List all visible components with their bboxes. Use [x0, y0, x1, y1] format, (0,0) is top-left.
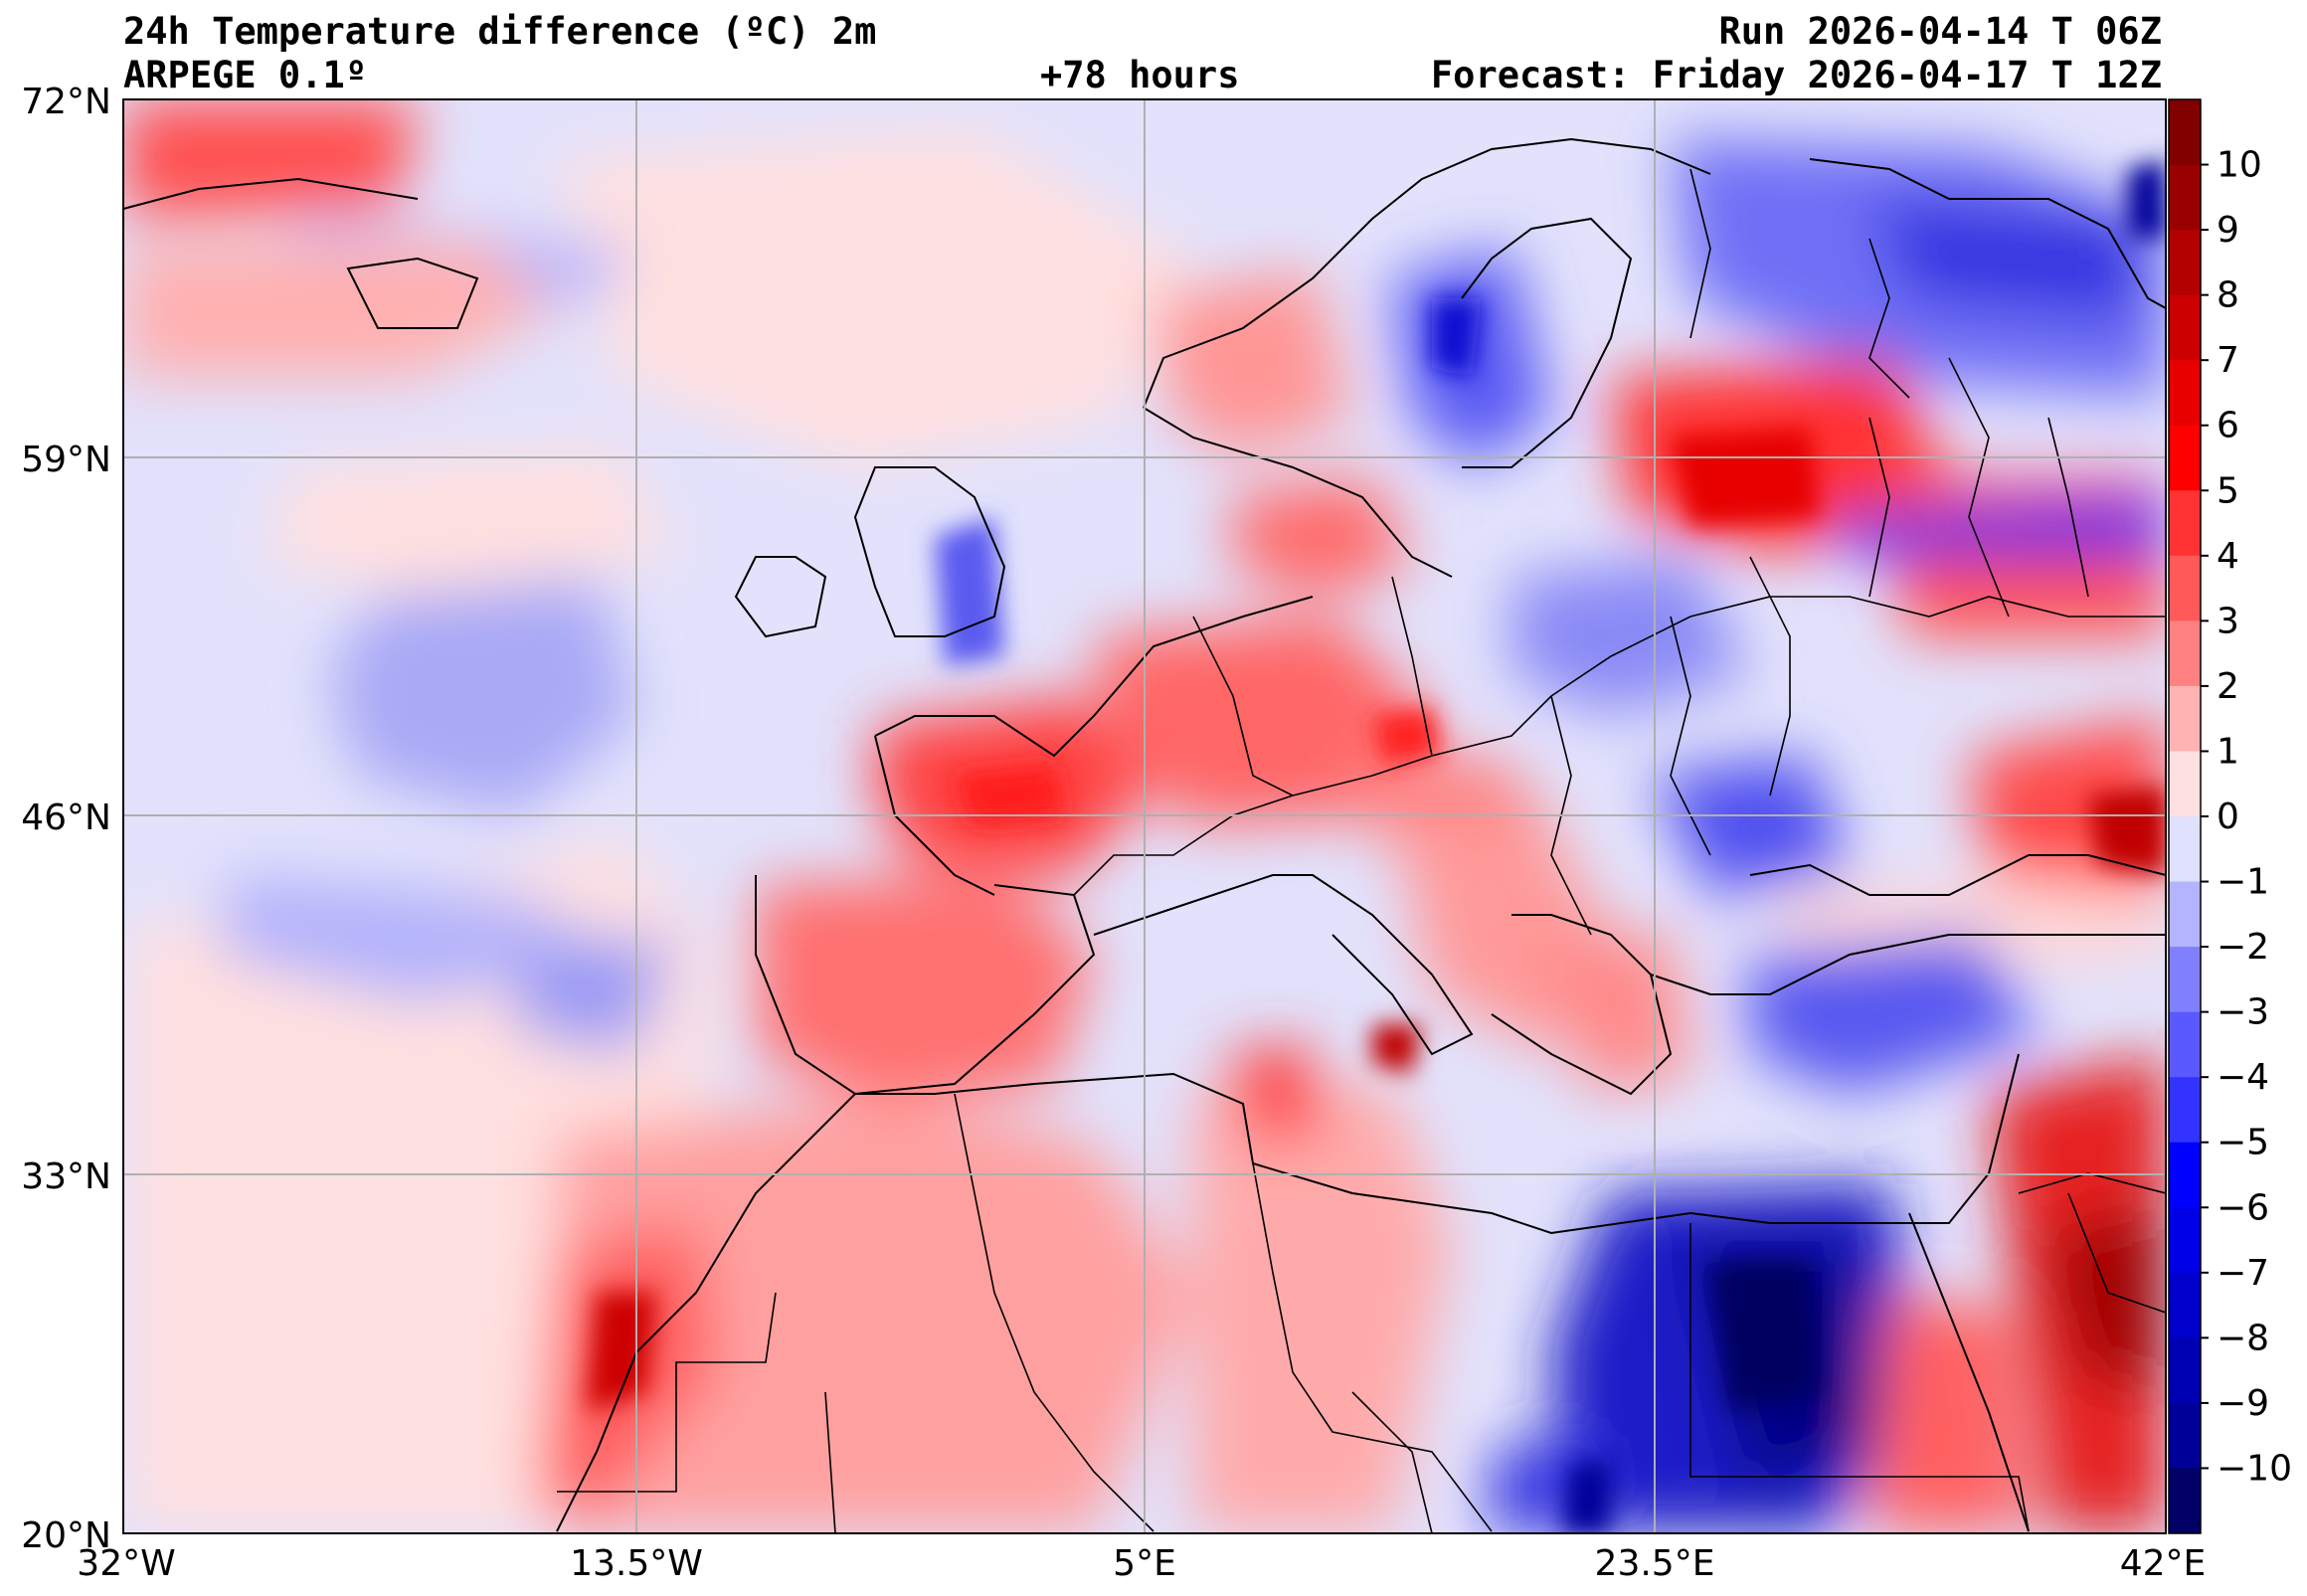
colorbar-tick-label: −6 — [2217, 1187, 2269, 1228]
colorbar-swatch — [2169, 1402, 2201, 1469]
colorbar-tick-label: −3 — [2217, 992, 2269, 1033]
colorbar-tick-label: −8 — [2217, 1318, 2269, 1358]
colorbar-tick-label: 0 — [2217, 797, 2239, 837]
lat-label: 46°N — [21, 798, 111, 838]
colorbar-swatch — [2169, 881, 2201, 948]
colorbar-swatch — [2169, 490, 2201, 557]
colorbar-swatch — [2169, 1337, 2201, 1404]
colorbar-tick-label: 8 — [2217, 275, 2239, 316]
colorbar-tick-label: 5 — [2217, 470, 2239, 511]
model-name: ARPEGE 0.1º — [123, 54, 368, 96]
colorbar-swatch — [2169, 360, 2201, 427]
colorbar-tick-label: 3 — [2217, 601, 2239, 641]
colorbar-tick-label: −7 — [2217, 1253, 2269, 1294]
lon-label: 32°W — [77, 1543, 175, 1584]
colorbar-swatch — [2169, 1272, 2201, 1338]
country-borders — [557, 168, 2166, 1533]
colorbar-tick-label: −9 — [2217, 1383, 2269, 1424]
colorbar-swatch — [2169, 555, 2201, 621]
colorbar-swatch — [2169, 425, 2201, 491]
lon-label: 42°E — [2120, 1543, 2207, 1584]
colorbar-swatch — [2169, 816, 2201, 883]
colorbar-swatch — [2169, 99, 2201, 166]
lat-label: 20°N — [21, 1515, 111, 1556]
colorbar-swatch — [2169, 1011, 2201, 1078]
colorbar-swatch — [2169, 947, 2201, 1013]
colorbar-tick-label: 2 — [2217, 666, 2239, 707]
forecast-time: Forecast: Friday 2026-04-17 T 12Z — [1430, 54, 2162, 96]
colorbar-tick-label: 6 — [2217, 406, 2239, 446]
colorbar-tick-label: 1 — [2217, 731, 2239, 772]
colorbar-swatch — [2169, 164, 2201, 231]
colorbar-swatch — [2169, 685, 2201, 752]
lead-time: +78 hours — [1040, 54, 1240, 96]
colorbar-swatch — [2169, 230, 2201, 296]
colorbar-swatch — [2169, 751, 2201, 817]
lat-label: 33°N — [21, 1156, 111, 1197]
longitude-labels: 32°W 13.5°W 5°E 23.5°E 42°E — [77, 1543, 2206, 1584]
graticule — [123, 99, 2166, 1533]
colorbar-tick-label: 7 — [2217, 340, 2239, 381]
colorbar-swatch — [2169, 1468, 2201, 1534]
colorbar-tick-label: −2 — [2217, 927, 2269, 968]
colorbar-swatch — [2169, 294, 2201, 361]
colorbar-tick-label: 9 — [2217, 210, 2239, 251]
colorbar-swatch — [2169, 1142, 2201, 1208]
map-frame — [122, 98, 2167, 1534]
lon-label: 5°E — [1113, 1543, 1176, 1584]
colorbar-swatch — [2169, 1207, 2201, 1274]
colorbar-swatch — [2169, 1077, 2201, 1144]
lon-label: 13.5°W — [570, 1543, 703, 1584]
colorbar-tick-label: −5 — [2217, 1123, 2269, 1163]
lat-label: 59°N — [21, 440, 111, 480]
run-time: Run 2026-04-14 T 06Z — [1718, 10, 2162, 53]
lat-label: 72°N — [21, 82, 111, 122]
latitude-labels: 72°N 59°N 46°N 33°N 20°N — [21, 82, 111, 1556]
colorbar-tick-label: −10 — [2217, 1448, 2292, 1489]
colorbar-swatch — [2169, 621, 2201, 687]
coastlines — [123, 137, 2166, 1532]
colorbar-tick-label: −4 — [2217, 1057, 2269, 1098]
map-title: 24h Temperature difference (ºC) 2m — [123, 10, 877, 53]
colorbar-tick-label: 4 — [2217, 536, 2239, 577]
colorbar-tick-label: 10 — [2217, 145, 2262, 186]
lon-label: 23.5°E — [1595, 1543, 1715, 1584]
colorbar-tick-label: −1 — [2217, 862, 2269, 903]
